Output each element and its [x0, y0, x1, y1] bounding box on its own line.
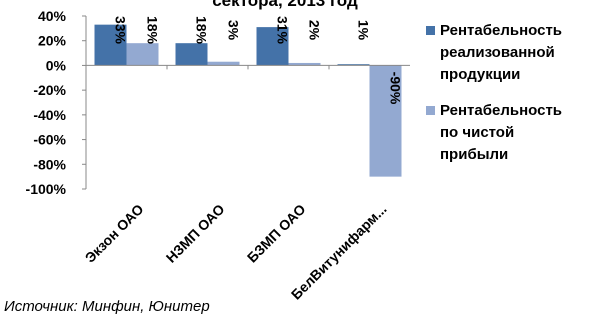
data-label: 1%: [356, 20, 372, 41]
data-label: 18%: [194, 16, 210, 45]
bar-realized-3: [337, 64, 370, 66]
bar-net-1: [207, 61, 240, 66]
category-label: Экзон ОАО: [82, 201, 147, 266]
legend-item-realized: Рентабельность реализованной продукции: [426, 20, 589, 86]
legend-label-net: Рентабельность по чистой прибыли: [440, 102, 563, 163]
chart-legend: Рентабельность реализованной продукции Р…: [426, 20, 589, 180]
bar-realized-0: [94, 24, 127, 66]
chart-title: сектора, 2013 год: [212, 0, 358, 10]
bar-realized-1: [175, 43, 208, 66]
bar-net-3: [369, 65, 402, 177]
bar-realized-2: [256, 27, 289, 66]
legend-item-net: Рентабельность по чистой прибыли: [426, 100, 589, 166]
data-label: 33%: [113, 16, 129, 45]
legend-label-realized: Рентабельность реализованной продукции: [440, 22, 563, 83]
data-label: -90%: [388, 72, 404, 105]
y-tick-label: -80%: [33, 156, 66, 172]
data-label: 18%: [145, 16, 161, 45]
y-tick-label: -20%: [33, 82, 66, 98]
category-label: НЗМП ОАО: [163, 201, 228, 266]
source-note: Источник: Минфин, Юнитер: [4, 298, 210, 315]
data-label: 3%: [226, 20, 242, 41]
data-label: 2%: [307, 20, 323, 41]
legend-swatch-net: [426, 106, 435, 115]
y-tick-label: -40%: [33, 107, 66, 123]
y-tick-label: -100%: [26, 181, 67, 197]
category-label: БЗМП ОАО: [244, 201, 309, 266]
data-label: 31%: [275, 16, 291, 45]
y-tick-label: -60%: [33, 132, 66, 148]
y-tick-label: 20%: [38, 33, 67, 49]
y-tick-label: 0%: [46, 57, 67, 73]
legend-swatch-realized: [426, 26, 435, 35]
bar-net-2: [288, 62, 321, 66]
y-tick-label: 40%: [38, 8, 67, 24]
bar-net-0: [126, 43, 159, 66]
